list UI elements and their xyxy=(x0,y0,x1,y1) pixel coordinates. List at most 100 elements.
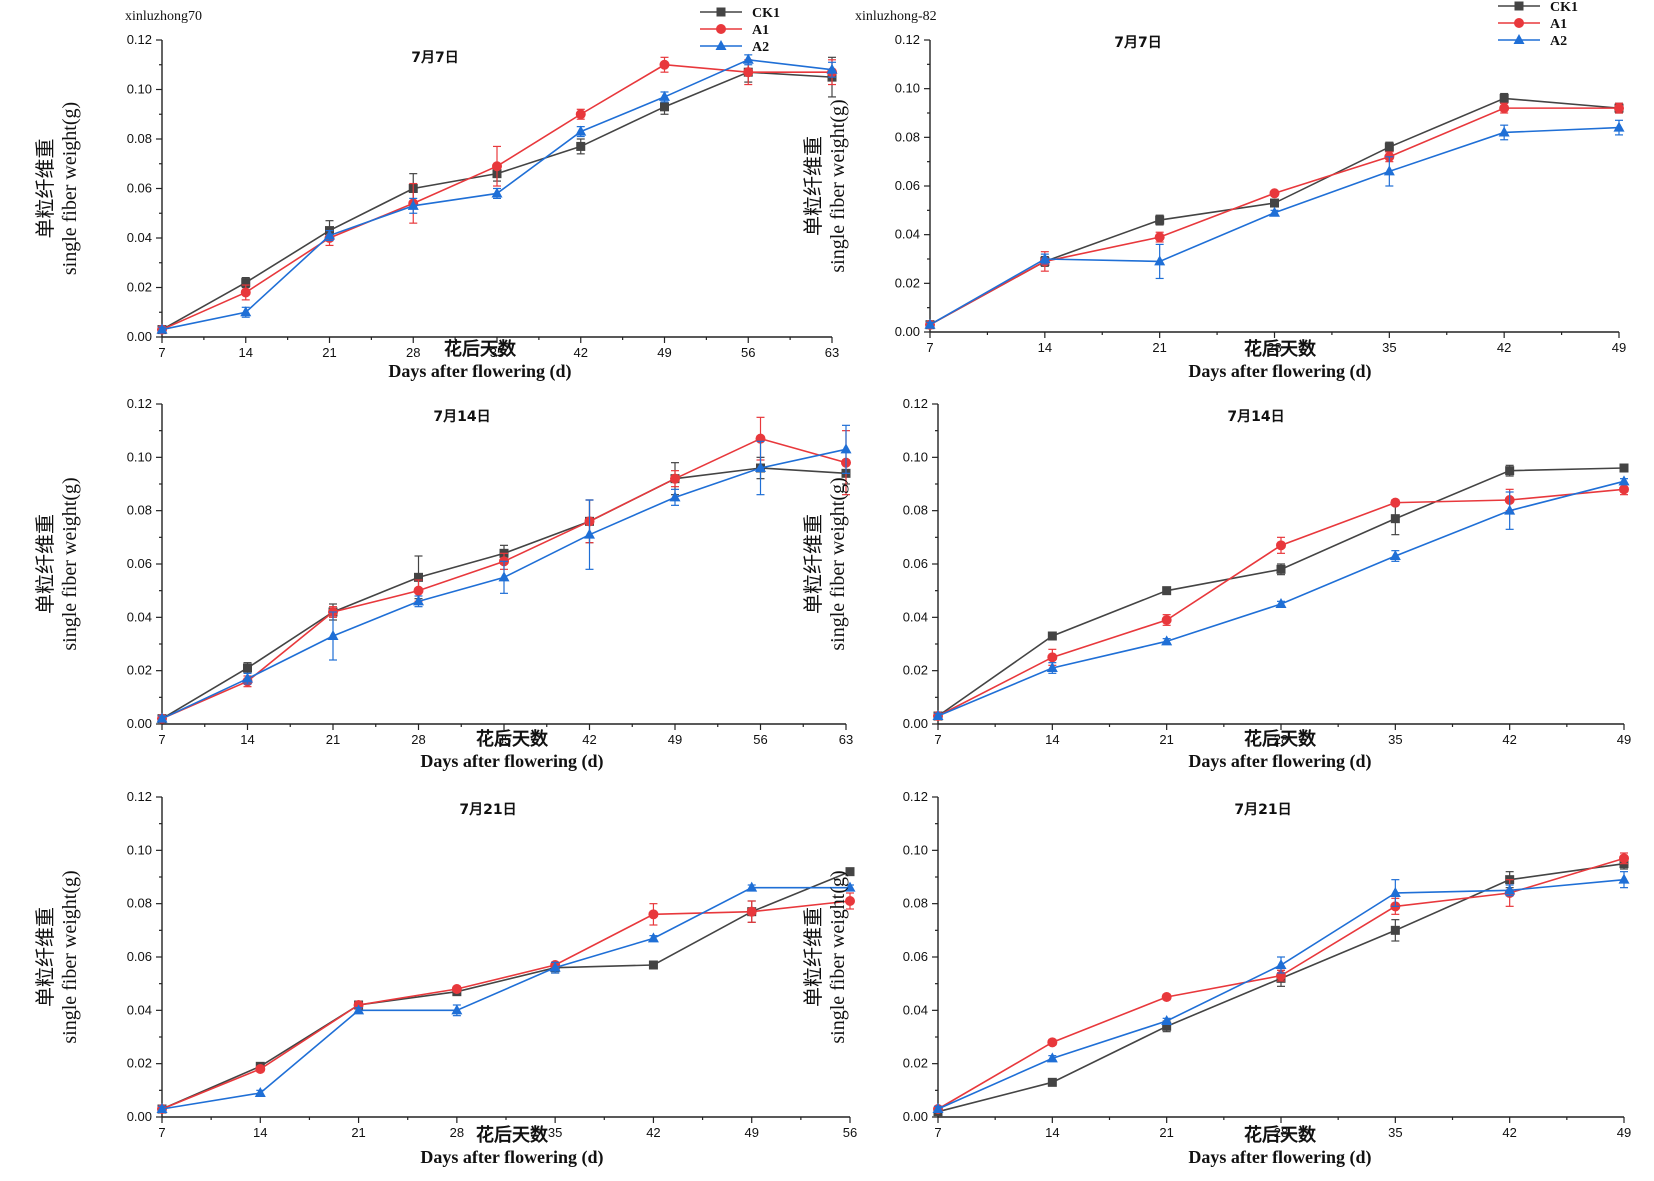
y-tick-label: 0.10 xyxy=(895,81,920,96)
y-tick-label: 0.08 xyxy=(127,131,152,146)
data-point-a2 xyxy=(669,491,681,502)
legend-label-ck1: CK1 xyxy=(752,6,780,21)
data-point-a2 xyxy=(1389,550,1401,560)
x-tick-label: 42 xyxy=(582,732,596,747)
data-point-a1 xyxy=(413,585,424,596)
y-axis-label: 单粒纤维重 single fiber weight(g) xyxy=(802,99,849,272)
data-point-a1 xyxy=(1619,853,1629,864)
y-tick-label: 0.04 xyxy=(127,230,152,245)
data-point-a2 xyxy=(353,1004,365,1015)
data-point-ck1 xyxy=(243,663,252,673)
y-tick-label: 0.12 xyxy=(903,396,928,411)
data-point-a2 xyxy=(742,53,754,64)
legend-label-a1: A1 xyxy=(752,23,769,38)
data-point-a2 xyxy=(840,443,852,454)
data-point-a2 xyxy=(1389,887,1401,897)
y-tick-label: 0.04 xyxy=(127,1002,152,1017)
x-axis-label-cn: 花后天数 xyxy=(1244,338,1317,359)
data-point-a2 xyxy=(1039,253,1051,263)
series-a2 xyxy=(156,53,838,334)
legend-marker-a1 xyxy=(1514,18,1524,28)
legend: CK1 A1 A2 xyxy=(700,6,780,55)
x-tick-label: 21 xyxy=(1159,1125,1173,1140)
x-tick-label: 7 xyxy=(158,345,165,360)
data-point-a1 xyxy=(1161,615,1172,625)
data-point-a1 xyxy=(743,67,754,78)
y-tick-label: 0.04 xyxy=(127,609,152,624)
data-point-a2 xyxy=(1275,959,1287,969)
data-point-a2 xyxy=(647,932,659,943)
data-point-a2 xyxy=(1046,1052,1058,1063)
data-point-a2 xyxy=(156,712,168,723)
data-point-a2 xyxy=(1504,884,1516,895)
data-point-a1 xyxy=(492,161,502,172)
legend-label-ck1: CK1 xyxy=(1550,0,1578,15)
data-point-a2 xyxy=(1618,475,1630,486)
y-axis-label: 单粒纤维重 single fiber weight(g) xyxy=(802,870,849,1043)
x-tick-label: 35 xyxy=(1388,732,1402,747)
series-a2 xyxy=(924,119,1625,329)
series-ck1 xyxy=(933,463,1629,721)
data-point-ck1 xyxy=(241,278,251,288)
x-axis-label-cn: 花后天数 xyxy=(476,1124,549,1145)
chart-panel-5: 0.00 0.02 0.04 0.06 0.08 0.10 0.12 7 14 21 28 35 42 4… xyxy=(34,789,857,1168)
x-tick-label: 7 xyxy=(158,732,165,747)
data-point-a1 xyxy=(1390,497,1401,508)
x-tick-label: 49 xyxy=(1617,732,1631,747)
data-point-a2 xyxy=(549,961,561,972)
x-tick-label: 35 xyxy=(1382,340,1396,355)
series-ck1 xyxy=(157,867,855,1114)
x-tick-label: 21 xyxy=(322,345,336,360)
data-point-a2 xyxy=(156,1103,168,1113)
data-point-a1 xyxy=(451,984,462,994)
x-tick-label: 14 xyxy=(1045,1125,1059,1140)
data-point-a2 xyxy=(324,229,335,240)
data-point-a2 xyxy=(932,1103,944,1113)
chart-panel-2: 0.00 0.02 0.04 0.06 0.08 0.10 0.12 7 14 21 28 35 42 4… xyxy=(802,0,1626,382)
y-tick-label: 0.08 xyxy=(903,896,928,911)
x-tick-label: 49 xyxy=(1617,1125,1631,1140)
x-tick-label: 28 xyxy=(411,732,425,747)
y-tick-label: 0.02 xyxy=(903,1056,928,1071)
legend: CK1 A1 A2 xyxy=(1498,0,1578,49)
y-axis-label: 单粒纤维重 single fiber weight(g) xyxy=(34,870,81,1043)
data-point-a1 xyxy=(670,473,680,484)
series-ck1 xyxy=(933,857,1629,1117)
data-point-ck1 xyxy=(1505,466,1515,476)
legend-marker-ck1 xyxy=(716,7,726,17)
x-axis-label-cn: 花后天数 xyxy=(1244,728,1317,749)
y-tick-label: 0.02 xyxy=(127,1056,152,1071)
data-point-a1 xyxy=(575,109,586,120)
data-point-ck1 xyxy=(1619,463,1629,473)
data-point-a2 xyxy=(584,528,595,539)
legend-label-a2: A2 xyxy=(752,40,769,55)
data-point-ck1 xyxy=(1270,198,1279,208)
y-axis-label-en: single fiber weight(g) xyxy=(827,477,849,650)
data-point-a2 xyxy=(924,318,936,329)
data-point-ck1 xyxy=(1155,215,1165,225)
data-point-a2 xyxy=(240,306,252,317)
data-point-a2 xyxy=(327,630,339,640)
data-point-a1 xyxy=(255,1064,266,1074)
x-tick-label: 56 xyxy=(843,1125,857,1140)
x-tick-label: 63 xyxy=(839,732,853,747)
series-line-ck1 xyxy=(937,862,1625,1113)
y-tick-label: 0.00 xyxy=(895,324,920,339)
x-tick-label: 14 xyxy=(253,1125,267,1140)
y-tick-label: 0.08 xyxy=(127,503,152,518)
series-line-ck1 xyxy=(161,71,833,331)
data-point-a2 xyxy=(826,63,838,74)
data-point-ck1 xyxy=(1384,142,1394,152)
data-point-a1 xyxy=(746,906,757,917)
data-point-a2 xyxy=(1269,206,1280,217)
series-line-a2 xyxy=(161,886,850,1110)
chart-panel-1: 0.00 0.02 0.04 0.06 0.08 0.10 0.12 7 14 21 28 35 42 4… xyxy=(34,6,839,382)
chart-subtitle: 7月7日 xyxy=(411,50,458,66)
data-point-a2 xyxy=(407,199,419,210)
y-tick-label: 0.00 xyxy=(903,716,928,731)
x-tick-label: 35 xyxy=(548,1125,562,1140)
chart-panel-6: 0.00 0.02 0.04 0.06 0.08 0.10 0.12 7 14 21 28 35 42 4… xyxy=(802,789,1631,1168)
data-point-a2 xyxy=(755,462,766,472)
y-axis-label-en: single fiber weight(g) xyxy=(827,870,849,1043)
x-tick-label: 21 xyxy=(351,1125,365,1140)
